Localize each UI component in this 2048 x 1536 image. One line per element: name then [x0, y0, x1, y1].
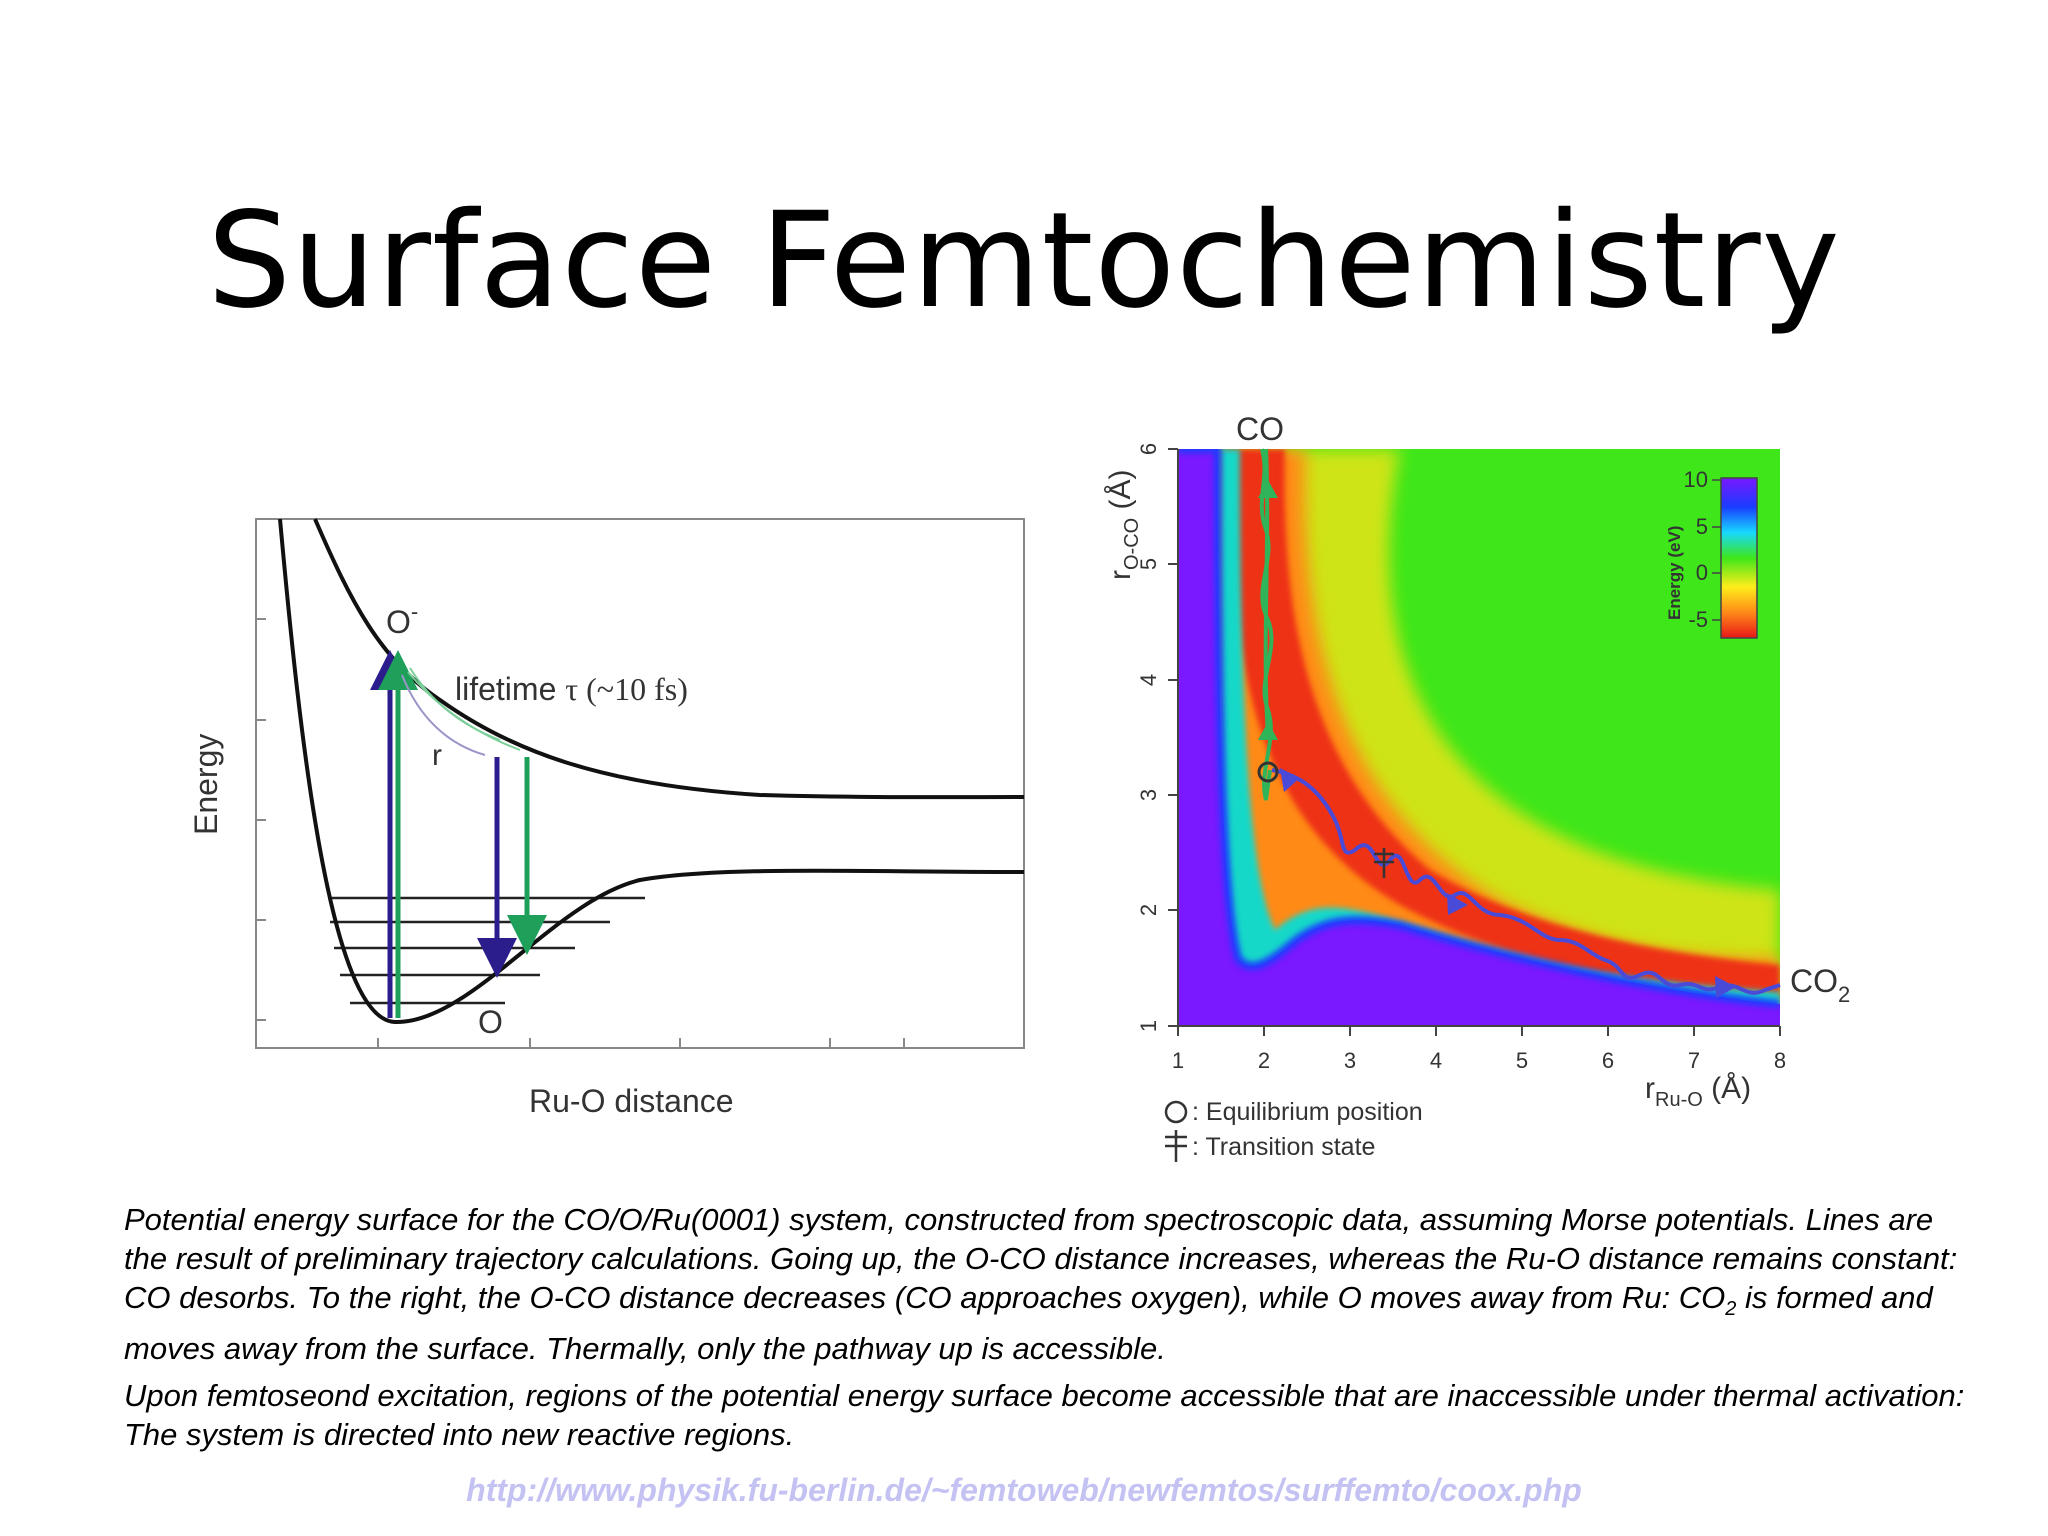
- relaxation-path-green-2: [409, 667, 501, 741]
- co-arrowhead-1: [1258, 480, 1278, 498]
- co2-label: CO2: [1790, 963, 1850, 1007]
- energy-axis-label: Energy: [188, 734, 224, 835]
- energy-colorbar: [1720, 477, 1758, 639]
- co2-arrowhead-2: [1447, 893, 1468, 915]
- colorbar-ticks: [1712, 479, 1721, 621]
- figure-caption: Potential energy surface for the CO/O/Ru…: [124, 1200, 1984, 1454]
- colorbar-label: Energy (eV): [1665, 526, 1684, 620]
- colorbar-tick-minus5: -5: [1688, 607, 1708, 632]
- caption-paragraph-1: Potential energy surface for the CO/O/Ru…: [124, 1200, 1984, 1368]
- colorbar-tick-10: 10: [1684, 467, 1708, 492]
- x-tick-5: 5: [1516, 1048, 1528, 1073]
- x-tick-1: 1: [1172, 1048, 1184, 1073]
- excited-state-curve: [313, 518, 1025, 800]
- x-tick-6: 6: [1602, 1048, 1614, 1073]
- caption-text-2: is formed and moves away from the surfac…: [124, 1280, 1933, 1367]
- x-tick-3: 3: [1344, 1048, 1356, 1073]
- energy-diagram-frame: [255, 518, 1025, 1049]
- relaxation-path-blue: [401, 674, 486, 756]
- co2-arrowhead-3: [1715, 976, 1736, 998]
- slide-title: Surface Femtochemistry: [207, 184, 1841, 338]
- lifetime-label: lifetime τ (~10 fs): [455, 671, 688, 707]
- y-tick-4: 4: [1136, 674, 1161, 686]
- pes-heatmap: [1178, 449, 1780, 1026]
- x-tick-8: 8: [1774, 1048, 1786, 1073]
- potential-energy-surface: 1 2 3 4 5 6 1 2 3 4 5 6 7 8 rO-CO (Å) rR…: [1104, 411, 1850, 1162]
- lower-state-label: O: [478, 1004, 503, 1040]
- caption-subscript: 2: [1725, 1298, 1737, 1321]
- colorbar-tick-5: 5: [1696, 514, 1708, 539]
- y-tick-5: 5: [1136, 558, 1161, 570]
- legend-equilibrium-icon: [1164, 1100, 1188, 1124]
- caption-paragraph-2: Upon femtoseond excitation, regions of t…: [124, 1378, 1965, 1453]
- upper-state-label: O-: [386, 599, 418, 640]
- source-url-link[interactable]: http://www.physik.fu-berlin.de/~femtoweb…: [466, 1472, 1582, 1508]
- ground-state-curve: [278, 518, 1025, 1025]
- y-tick-2: 2: [1136, 904, 1161, 916]
- colorbar-tick-0: 0: [1696, 560, 1708, 585]
- x-tick-2: 2: [1258, 1048, 1270, 1073]
- y-tick-3: 3: [1136, 789, 1161, 801]
- legend-equilibrium-text: : Equilibrium position: [1192, 1098, 1423, 1126]
- co-label: CO: [1236, 411, 1284, 447]
- r-label: r: [432, 739, 442, 772]
- r-oco-axis-label: rO-CO (Å): [1104, 469, 1143, 580]
- co-arrowhead-2: [1258, 722, 1278, 740]
- equilibrium-position-marker: [1257, 761, 1279, 783]
- transition-state-marker: [1374, 848, 1394, 878]
- pes-tick-marks: [1168, 448, 1781, 1036]
- co2-arrowhead-1: [1280, 768, 1300, 792]
- y-tick-6: 6: [1136, 443, 1161, 455]
- co-desorption-trajectory: [1259, 448, 1274, 801]
- x-tick-7: 7: [1688, 1048, 1700, 1073]
- ru-o-distance-label: Ru-O distance: [529, 1083, 734, 1119]
- r-ruo-axis-label: rRu-O (Å): [1645, 1072, 1751, 1111]
- caption-text-1: Potential energy surface for the CO/O/Ru…: [124, 1202, 1958, 1315]
- legend-transition-icon: [1165, 1130, 1187, 1162]
- energy-axis-ticks: [256, 618, 905, 1048]
- co2-formation-trajectory: [1271, 768, 1781, 995]
- energy-diagram: O- O lifetime τ (~10 fs) r Energy Ru-O d…: [188, 518, 1025, 1119]
- y-tick-1: 1: [1136, 1020, 1161, 1032]
- legend-transition-text: : Transition state: [1192, 1133, 1375, 1161]
- x-tick-4: 4: [1430, 1048, 1442, 1073]
